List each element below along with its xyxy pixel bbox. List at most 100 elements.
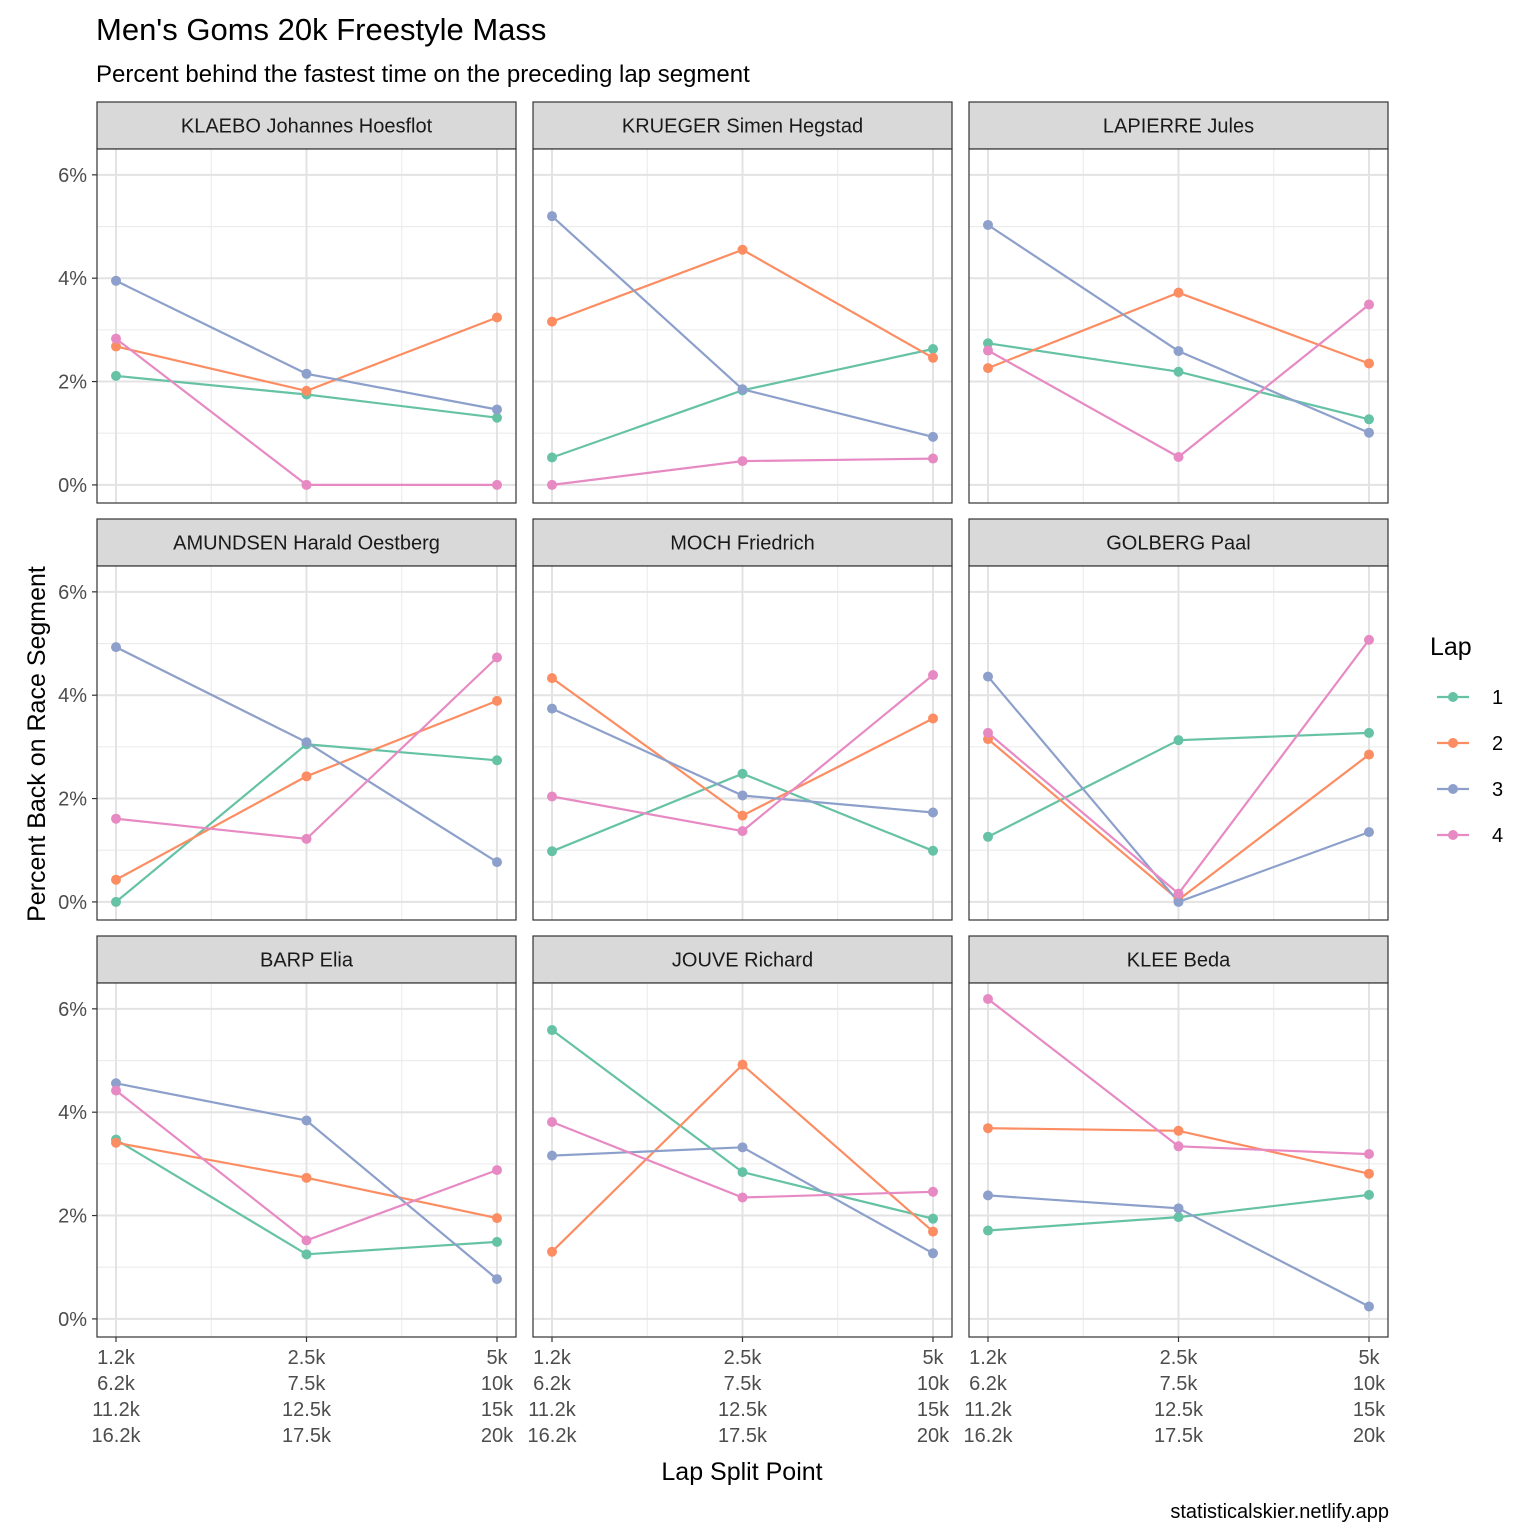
data-point-lap-4 — [547, 479, 557, 490]
y-tick-label: 6% — [58, 999, 87, 1021]
panel-border — [532, 565, 953, 921]
y-tick-label: 6% — [58, 582, 87, 604]
facet-panel: LAPIERRE Jules — [968, 101, 1389, 504]
data-point-lap-1 — [928, 1213, 938, 1224]
x-tick-label: 2.5k — [724, 1347, 763, 1369]
data-point-lap-3 — [547, 211, 557, 222]
panel-border — [968, 565, 1389, 921]
y-tick-label: 4% — [58, 1102, 87, 1124]
data-point-lap-4 — [928, 453, 938, 464]
facet-strip — [96, 101, 517, 150]
panel-border — [532, 148, 953, 504]
data-point-lap-1 — [1173, 1212, 1184, 1223]
y-tick-label: 2% — [58, 789, 87, 811]
data-point-lap-3 — [1173, 1203, 1184, 1214]
data-point-lap-1 — [928, 343, 938, 354]
x-tick-label: 11.2k — [964, 1399, 1012, 1421]
x-tick-label: 11.2k — [92, 1399, 140, 1421]
data-point-lap-2 — [547, 316, 557, 327]
data-point-lap-4 — [737, 456, 748, 467]
data-point-lap-2 — [301, 1172, 312, 1183]
x-tick-label: 17.5k — [718, 1425, 768, 1447]
facet-strip-label: AMUNDSEN Harald Oestberg — [173, 533, 440, 555]
data-point-lap-1 — [547, 1025, 557, 1036]
facet-panel: JOUVE Richard 1.2k 6.2k 11.2k 16.2k 2.5k 7.5k 1… — [528, 935, 953, 1447]
data-point-lap-2 — [111, 874, 121, 885]
data-point-lap-3 — [737, 384, 748, 395]
data-point-lap-2 — [1364, 1168, 1374, 1179]
data-point-lap-2 — [737, 244, 748, 255]
data-point-lap-1 — [983, 338, 993, 349]
data-point-lap-4 — [983, 345, 993, 356]
x-tick-label: 12.5k — [282, 1399, 332, 1421]
facet-panel: BARP Elia 0% 2% 4% 6% 1.2k 6.2k 11.2k 16.2k 2.5k 7… — [58, 935, 517, 1447]
chart-title: Men's Goms 20k Freestyle Mass — [96, 12, 546, 47]
x-tick-label: 20k — [481, 1425, 514, 1447]
panel-border — [968, 148, 1389, 504]
data-point-lap-3 — [492, 857, 502, 868]
data-point-lap-2 — [301, 771, 312, 782]
data-point-lap-3 — [928, 807, 938, 818]
data-point-lap-3 — [1364, 427, 1374, 438]
data-point-lap-1 — [111, 370, 121, 381]
data-point-lap-3 — [928, 431, 938, 442]
facet-strip-label: KLAEBO Johannes Hoesflot — [181, 116, 433, 138]
data-point-lap-2 — [983, 363, 993, 374]
data-point-lap-1 — [1173, 366, 1184, 377]
data-point-lap-4 — [1364, 634, 1374, 645]
data-point-lap-4 — [1173, 1141, 1184, 1152]
data-point-lap-2 — [111, 341, 121, 352]
x-tick-label: 16.2k — [528, 1425, 578, 1447]
data-point-lap-1 — [737, 1167, 748, 1178]
data-point-lap-4 — [547, 791, 557, 802]
y-tick-label: 4% — [58, 268, 87, 290]
facet-strip — [968, 935, 1389, 984]
data-point-lap-4 — [547, 1117, 557, 1128]
data-point-lap-4 — [301, 833, 312, 844]
chart-caption: statisticalskier.netlify.app — [1170, 1501, 1389, 1523]
legend-label: 3 — [1492, 779, 1503, 801]
data-point-lap-3 — [301, 1115, 312, 1126]
x-tick-label: 12.5k — [1154, 1399, 1204, 1421]
x-tick-label: 11.2k — [528, 1399, 576, 1421]
facet-strip — [532, 518, 953, 567]
data-point-lap-3 — [111, 275, 121, 286]
x-tick-label: 15k — [481, 1399, 514, 1421]
data-point-lap-2 — [928, 713, 938, 724]
data-point-lap-1 — [547, 452, 557, 463]
data-point-lap-4 — [928, 670, 938, 681]
facet-panel: MOCH Friedrich — [532, 518, 953, 921]
data-point-lap-1 — [928, 845, 938, 856]
data-point-lap-2 — [1364, 358, 1374, 369]
data-point-lap-2 — [983, 1123, 993, 1134]
data-point-lap-4 — [737, 826, 748, 837]
data-point-lap-4 — [928, 1186, 938, 1197]
data-point-lap-4 — [492, 1165, 502, 1176]
data-point-lap-4 — [1364, 1149, 1374, 1160]
data-point-lap-1 — [111, 896, 121, 907]
x-tick-label: 10k — [481, 1373, 514, 1395]
data-point-lap-1 — [492, 412, 502, 423]
facet-strip-label: KLEE Beda — [1127, 950, 1231, 972]
data-point-lap-1 — [547, 846, 557, 857]
data-point-lap-2 — [301, 385, 312, 396]
data-point-lap-2 — [737, 1059, 748, 1070]
data-point-lap-4 — [111, 813, 121, 824]
facet-strip-label: LAPIERRE Jules — [1103, 116, 1254, 138]
y-tick-label: 4% — [58, 685, 87, 707]
facet-strip-label: BARP Elia — [260, 950, 354, 972]
x-tick-label: 20k — [917, 1425, 950, 1447]
facet-strip — [968, 518, 1389, 567]
data-point-lap-3 — [983, 671, 993, 682]
data-point-lap-3 — [1173, 896, 1184, 907]
data-point-lap-2 — [492, 312, 502, 323]
data-point-lap-1 — [983, 1225, 993, 1236]
data-point-lap-3 — [1173, 346, 1184, 357]
data-point-lap-3 — [111, 1078, 121, 1089]
data-point-lap-1 — [492, 755, 502, 766]
y-tick-label: 0% — [58, 1309, 87, 1331]
x-tick-label: 20k — [1353, 1425, 1386, 1447]
facet-panel: KLAEBO Johannes Hoesflot 0% 2% 4% 6% — [58, 101, 517, 504]
x-tick-label: 12.5k — [718, 1399, 768, 1421]
